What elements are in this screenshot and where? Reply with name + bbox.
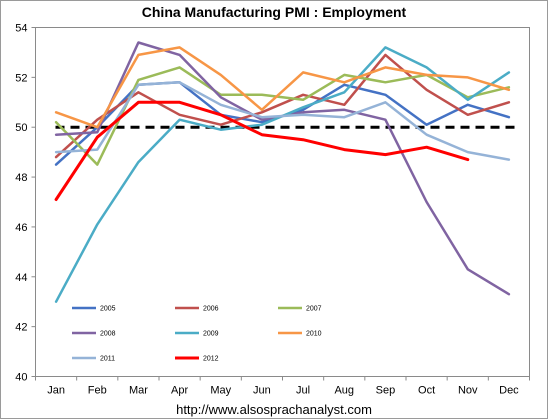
x-tick-label: Mar [129,385,148,397]
x-tick-label: Feb [88,385,107,397]
x-tick-label: Aug [334,385,354,397]
x-tick-label: Jan [47,385,65,397]
legend-label-2012: 2012 [203,356,219,363]
x-tick-label: Dec [499,385,519,397]
legend-label-2011: 2011 [100,356,115,363]
legend-label-2008: 2008 [100,331,116,338]
x-tick-label: Nov [458,385,478,397]
x-tick-label: Apr [171,385,188,397]
series-line-2012 [54,100,470,201]
x-tick-label: Jun [253,385,271,397]
source-url: http://www.alsosprachanalyst.com [176,402,372,417]
legend-label-2010: 2010 [306,331,322,338]
legend-label-2006: 2006 [203,306,219,313]
legend-label-2005: 2005 [100,306,116,313]
y-tick-label: 48 [15,172,27,184]
x-tick-label: May [210,385,231,397]
legend-label-2007: 2007 [306,306,322,313]
legend: 2005 2006 2007 2008 2009 2010 2011 2012 [72,306,322,363]
y-tick-label: 46 [15,222,27,234]
x-tick-label: Sep [376,385,396,397]
series-line-2011 [54,81,511,161]
y-tick-label: 50 [15,122,27,134]
series-layer [54,41,511,303]
legend-label-2009: 2009 [203,331,219,338]
series-line-2010 [54,46,511,129]
y-tick-label: 54 [15,23,27,35]
x-axis: Jan Feb Mar Apr May Jun Jul Aug Sep Oct Nov Dec [35,376,530,397]
chart-title: China Manufacturing PMI : Employment [142,4,407,20]
y-tick-label: 40 [15,372,27,384]
x-tick-label: Jul [296,385,310,397]
y-tick-label: 52 [15,72,27,84]
y-tick-label: 42 [15,322,27,334]
y-tick-label: 44 [15,272,27,284]
x-tick-label: Oct [418,385,435,397]
y-axis: 40 42 44 46 48 50 52 54 [15,23,36,384]
